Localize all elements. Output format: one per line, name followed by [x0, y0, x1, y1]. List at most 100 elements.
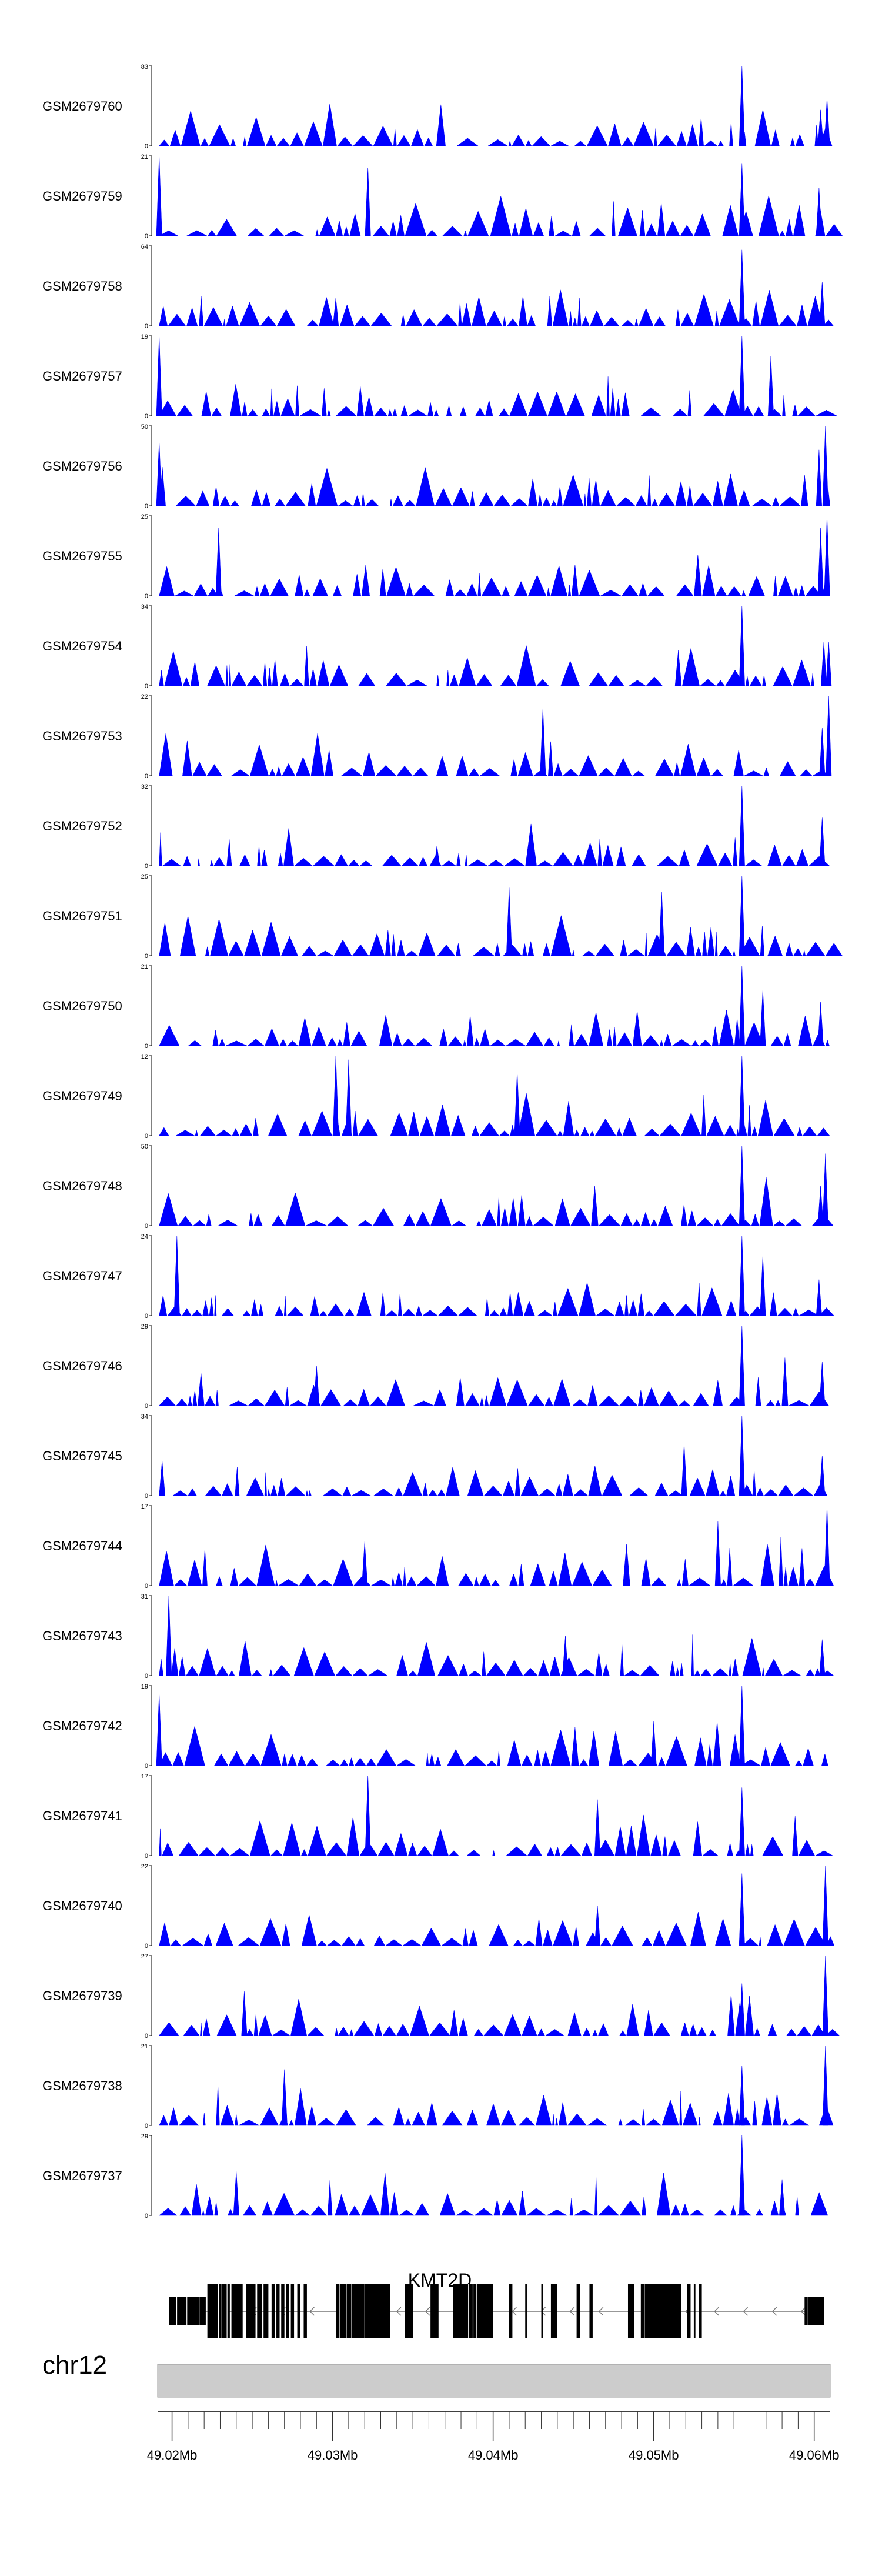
- y-min-label: 0: [145, 233, 148, 240]
- exon: [430, 2284, 439, 2338]
- y-min-label: 0: [145, 413, 148, 420]
- y-min-label: 0: [145, 1403, 148, 1410]
- y-max-label: 19: [141, 1683, 148, 1690]
- track-label: GSM2679751: [42, 909, 122, 923]
- exon: [699, 2284, 702, 2338]
- y-min-label: 0: [145, 773, 148, 780]
- exon: [257, 2284, 262, 2338]
- y-max-label: 31: [141, 1593, 148, 1600]
- track-GSM2679759: GSM2679759 21 0: [42, 154, 843, 240]
- signal-area: [159, 1055, 830, 1136]
- track-GSM2679756: GSM2679756 50 0: [42, 423, 830, 510]
- strand-arrow: [396, 2307, 402, 2316]
- y-max-label: 34: [141, 603, 148, 610]
- signal-area: [159, 1145, 834, 1226]
- signal-area: [159, 1865, 835, 1946]
- track-GSM2679737: GSM2679737 29 0: [42, 2133, 828, 2220]
- signal-area: [156, 425, 830, 506]
- gene-track: KMT2D: [169, 2270, 824, 2338]
- track-GSM2679745: GSM2679745 34 0: [42, 1413, 828, 1500]
- exon: [281, 2284, 285, 2338]
- y-max-label: 27: [141, 1953, 148, 1960]
- signal-area: [159, 2045, 834, 2126]
- signal-area: [156, 335, 838, 416]
- signal-area: [159, 605, 832, 686]
- y-min-label: 0: [145, 1673, 148, 1680]
- track-label: GSM2679737: [42, 2168, 122, 2183]
- exon: [271, 2284, 275, 2338]
- y-max-label: 64: [141, 243, 148, 251]
- signal-area: [159, 1955, 840, 2036]
- track-GSM2679739: GSM2679739 27 0: [42, 1953, 840, 2040]
- exon: [290, 2284, 295, 2338]
- track-label: GSM2679745: [42, 1449, 122, 1463]
- track-GSM2679748: GSM2679748 50 0: [42, 1143, 834, 1230]
- y-max-label: 21: [141, 154, 148, 161]
- y-min-label: 0: [145, 143, 148, 150]
- x-tick-label: 49.04Mb: [468, 2448, 519, 2462]
- track-GSM2679743: GSM2679743 31 0: [42, 1593, 834, 1680]
- track-GSM2679740: GSM2679740 22 0: [42, 1863, 835, 1950]
- signal-area: [159, 1325, 829, 1406]
- exon: [336, 2284, 390, 2338]
- track-label: GSM2679759: [42, 189, 122, 203]
- track-GSM2679750: GSM2679750 21 0: [42, 963, 830, 1050]
- track-label: GSM2679753: [42, 729, 122, 743]
- y-min-label: 0: [145, 1223, 148, 1230]
- track-label: GSM2679741: [42, 1808, 122, 1823]
- exon: [246, 2284, 256, 2338]
- y-min-label: 0: [145, 2213, 148, 2220]
- exon: [297, 2284, 300, 2338]
- y-max-label: 22: [141, 693, 148, 700]
- track-label: GSM2679755: [42, 549, 122, 563]
- y-max-label: 24: [141, 1233, 148, 1240]
- y-max-label: 19: [141, 333, 148, 341]
- y-max-label: 32: [141, 783, 148, 790]
- track-label: GSM2679746: [42, 1359, 122, 1373]
- strand-arrow: [800, 2307, 806, 2316]
- signal-area: [159, 2135, 828, 2216]
- track-label: GSM2679757: [42, 369, 122, 383]
- track-label: GSM2679742: [42, 1719, 122, 1733]
- exon: [525, 2284, 527, 2338]
- signal-area: [159, 1505, 834, 1586]
- signal-area: [159, 1415, 828, 1496]
- x-tick-label: 49.05Mb: [629, 2448, 679, 2462]
- signal-area: [159, 65, 833, 146]
- strand-arrow: [714, 2307, 719, 2316]
- exon: [303, 2284, 307, 2338]
- y-min-label: 0: [145, 1133, 148, 1140]
- y-min-label: 0: [145, 1493, 148, 1500]
- strand-arrow: [512, 2307, 517, 2316]
- track-label: GSM2679749: [42, 1089, 122, 1103]
- coverage-tracks: GSM2679760830GSM2679759210GSM2679758640G…: [42, 64, 843, 2220]
- chromosome-label: chr12: [42, 2351, 107, 2380]
- exon: [405, 2284, 413, 2338]
- exon: [169, 2297, 206, 2325]
- strand-arrow: [598, 2307, 604, 2316]
- y-min-label: 0: [145, 1043, 148, 1050]
- exon: [541, 2284, 543, 2338]
- signal-area: [156, 155, 843, 236]
- strand-arrow: [425, 2307, 430, 2316]
- exon: [589, 2284, 593, 2338]
- track-label: GSM2679739: [42, 1988, 122, 2003]
- track-GSM2679755: GSM2679755 25 0: [42, 513, 830, 600]
- genomic-axis: 49.02Mb 49.03Mb 49.04Mb 49.05Mb 49.06Mb: [147, 2411, 840, 2462]
- y-max-label: 50: [141, 423, 148, 431]
- track-GSM2679741: GSM2679741 17 0: [42, 1773, 833, 1860]
- y-min-label: 0: [145, 503, 148, 510]
- track-label: GSM2679748: [42, 1179, 122, 1193]
- track-GSM2679744: GSM2679744 17 0: [42, 1503, 834, 1590]
- signal-area: [159, 1775, 833, 1856]
- track-GSM2679752: GSM2679752 32 0: [42, 783, 830, 870]
- track-GSM2679758: GSM2679758 64 0: [42, 243, 834, 330]
- y-min-label: 0: [145, 1763, 148, 1770]
- exon: [276, 2284, 280, 2338]
- track-label: GSM2679747: [42, 1269, 122, 1283]
- track-GSM2679738: GSM2679738 21 0: [42, 2043, 834, 2130]
- y-min-label: 0: [145, 1853, 148, 1860]
- track-GSM2679749: GSM2679749 12 0: [42, 1053, 830, 1140]
- track-label: GSM2679738: [42, 2078, 122, 2093]
